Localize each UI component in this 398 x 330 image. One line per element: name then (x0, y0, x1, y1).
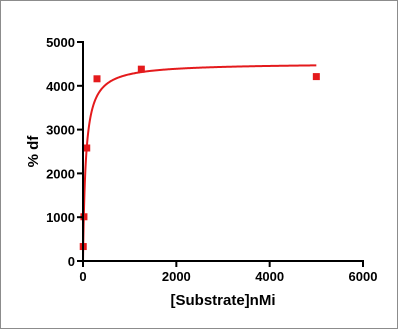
data-points-layer (79, 65, 320, 251)
x-tick-label: 0 (79, 269, 86, 284)
x-axis-title: [Substrate]nMi (171, 292, 276, 309)
y-tick-label: 4000 (46, 79, 75, 94)
data-point (83, 144, 91, 152)
x-tick-label: 4000 (255, 269, 284, 284)
data-point (312, 73, 320, 81)
y-tick-label: 0 (68, 254, 75, 269)
fit-curve (82, 64, 317, 261)
y-tick-label: 1000 (46, 210, 75, 225)
ticks-layer: 0 2000 4000 6000 0 1000 2000 3000 4000 5000 (46, 35, 377, 284)
y-tick-label: 3000 (46, 123, 75, 138)
axes-layer (82, 41, 364, 262)
y-tick-label: 5000 (46, 35, 75, 50)
x-tick-label: 6000 (349, 269, 378, 284)
data-point (93, 75, 101, 83)
fit-curve-layer (82, 64, 317, 261)
y-tick-label: 2000 (46, 166, 75, 181)
y-axis-title: % df (25, 135, 42, 168)
data-point (137, 65, 145, 73)
x-tick-label: 2000 (162, 269, 191, 284)
